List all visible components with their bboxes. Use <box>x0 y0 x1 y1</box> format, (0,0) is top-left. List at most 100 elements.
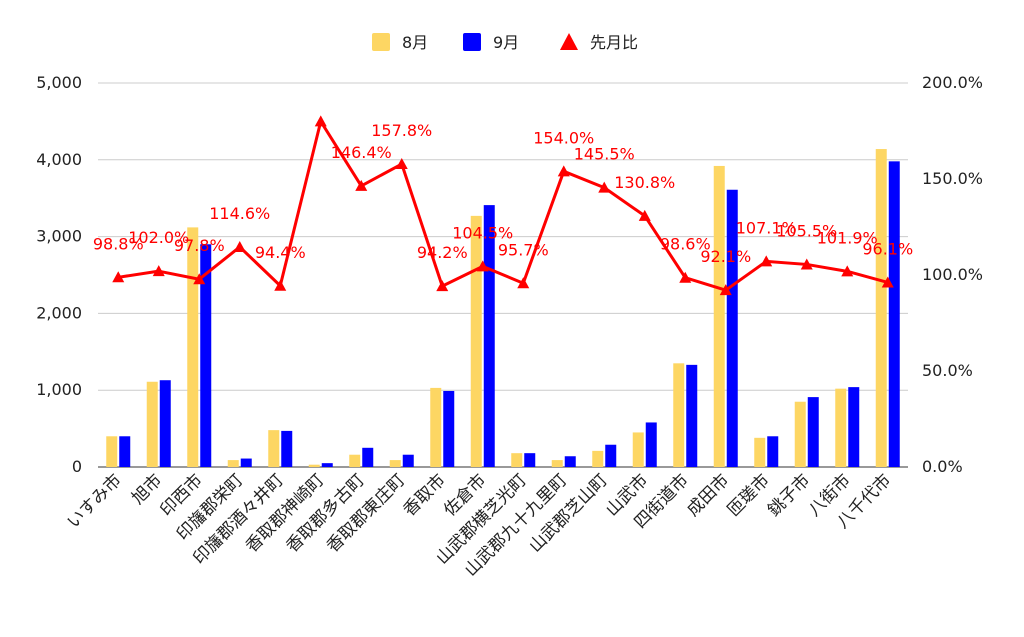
ratio-point <box>193 273 206 285</box>
bar-9月 <box>402 454 414 467</box>
ratio-data-label: 107.1% <box>736 218 797 237</box>
bar-8月 <box>794 401 806 467</box>
ratio-data-label: 94.2% <box>417 243 468 262</box>
legend-label: 先月比 <box>590 33 638 52</box>
bar-9月 <box>686 364 698 467</box>
bar-9月 <box>321 463 333 467</box>
ratio-data-label: 114.6% <box>209 204 270 223</box>
bar-9月 <box>767 436 779 467</box>
ratio-data-label: 92.1% <box>700 247 751 266</box>
bar-8月 <box>268 430 280 467</box>
y-right-tick-label: 0.0% <box>922 457 963 476</box>
x-tick-label: 銚子市 <box>764 470 814 520</box>
bar-9月 <box>524 453 536 467</box>
bars-layer <box>106 149 900 467</box>
bar-8月 <box>187 227 199 467</box>
y-right-tick-label: 150.0% <box>922 169 983 188</box>
y-left-tick-label: 5,000 <box>36 73 82 92</box>
ratio-data-label: 145.5% <box>574 145 635 164</box>
ratio-data-label: 130.8% <box>614 173 675 192</box>
legend-label: 9月 <box>493 33 519 52</box>
ratio-point <box>476 260 489 272</box>
bar-9月 <box>645 422 657 467</box>
y-right-tick-label: 100.0% <box>922 265 983 284</box>
ratio-point <box>517 277 530 289</box>
y-right-tick-label: 50.0% <box>922 361 973 380</box>
bar-8月 <box>551 460 563 467</box>
ratio-data-label: 146.4% <box>331 143 392 162</box>
bar-9月 <box>564 456 576 467</box>
bar-8月 <box>673 363 685 467</box>
bar-8月 <box>430 387 442 467</box>
bar-8月 <box>875 149 887 467</box>
bar-8月 <box>146 381 158 467</box>
ratio-point <box>112 271 125 283</box>
ratio-point <box>395 158 408 170</box>
legend: 8月 9月 先月比 <box>372 33 638 52</box>
bar-9月 <box>807 397 819 467</box>
ratio-point <box>881 276 894 288</box>
y-left-tick-label: 1,000 <box>36 380 82 399</box>
x-tick-label: 成田市 <box>683 470 733 520</box>
x-tick-label: いすみ市 <box>64 470 126 532</box>
ratio-data-label: 98.6% <box>660 235 711 254</box>
bar-9月 <box>726 189 738 467</box>
y-left-tick-label: 2,000 <box>36 303 82 322</box>
bar-9月 <box>362 447 374 467</box>
ratio-point <box>314 115 327 127</box>
bar-8月 <box>754 437 766 467</box>
ratio-line-layer <box>112 115 894 296</box>
bar-9月 <box>281 430 293 467</box>
ratio-data-label: 94.4% <box>255 243 306 262</box>
ratio-data-label: 104.5% <box>452 223 513 242</box>
bar-9月 <box>200 244 212 467</box>
legend-swatch <box>372 33 390 51</box>
bar-8月 <box>835 388 847 467</box>
x-tick-label: 香取市 <box>400 470 450 520</box>
bar-9月 <box>483 205 495 467</box>
bar-9月 <box>240 458 252 467</box>
bar-8月 <box>227 460 239 467</box>
bar-9月 <box>605 444 617 467</box>
bar-9月 <box>119 436 131 467</box>
ratio-data-label: 102.0% <box>128 228 189 247</box>
ratio-point <box>598 181 611 193</box>
ratio-point <box>760 255 773 267</box>
ratio-point <box>436 280 449 292</box>
bar-8月 <box>349 454 361 467</box>
bar-8月 <box>106 436 118 467</box>
ratio-data-label: 97.8% <box>174 236 225 255</box>
axes-layer: 0 1,000 2,000 3,000 4,000 5,000 0.0% 50.0% 100.0… <box>36 73 983 581</box>
y-left-tick-label: 3,000 <box>36 227 82 246</box>
ratio-point <box>557 165 570 177</box>
ratio-data-label: 101.9% <box>817 228 878 247</box>
ratio-data-label: 105.5% <box>776 221 837 240</box>
ratio-point <box>679 271 692 283</box>
ratio-point <box>638 209 651 221</box>
y-right-tick-label: 200.0% <box>922 73 983 92</box>
bar-9月 <box>443 390 455 467</box>
ratio-line <box>118 119 889 292</box>
ratio-data-label: 154.0% <box>533 128 594 147</box>
legend-swatch <box>463 33 481 51</box>
bar-8月 <box>511 453 523 467</box>
ratio-point <box>274 279 287 291</box>
legend-label: 8月 <box>402 33 428 52</box>
bar-8月 <box>389 460 401 467</box>
ratio-point <box>841 265 854 277</box>
ratio-point <box>233 240 246 252</box>
bar-9月 <box>888 161 900 467</box>
ratio-data-label: 157.8% <box>371 121 432 140</box>
ratio-point <box>719 284 732 296</box>
bar-9月 <box>159 380 171 467</box>
y-left-tick-label: 4,000 <box>36 150 82 169</box>
ratio-point <box>800 258 813 270</box>
ratio-data-label: 95.7% <box>498 240 549 259</box>
bar-8月 <box>308 464 320 467</box>
ratio-data-label: 98.8% <box>93 234 144 253</box>
x-tick-label: 匝瑳市 <box>724 470 774 520</box>
bar-9月 <box>848 387 860 467</box>
ratio-point <box>355 179 368 191</box>
